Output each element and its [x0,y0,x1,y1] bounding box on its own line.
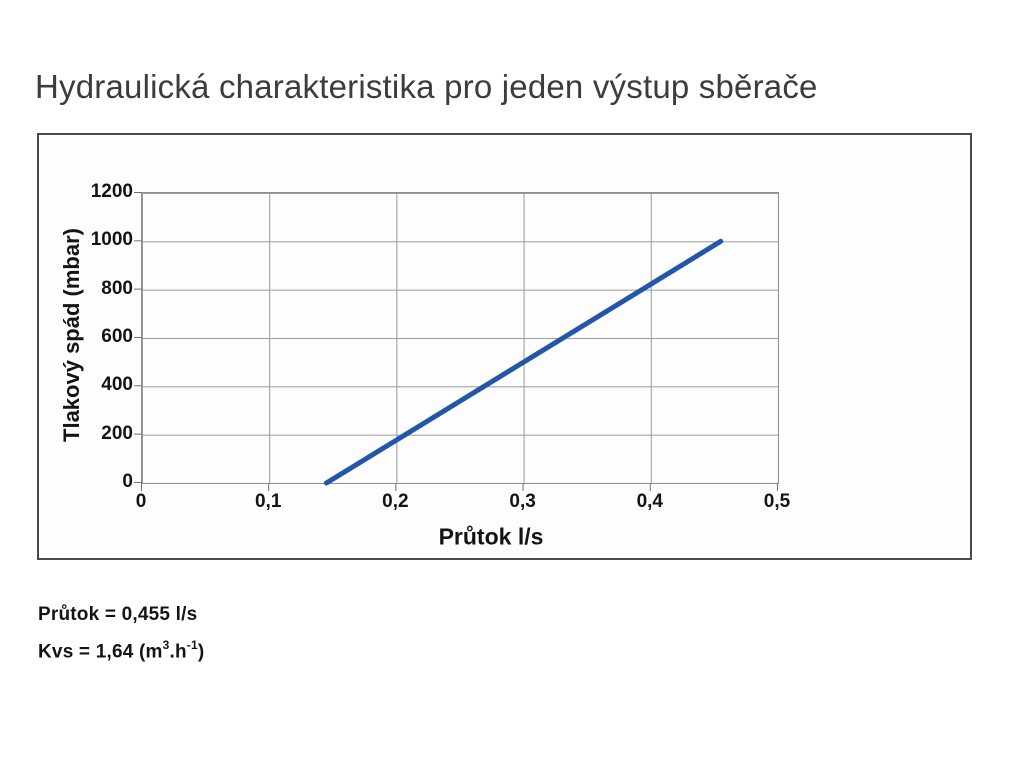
series-line-chart [323,238,724,486]
y-tick-label-800: 800 [101,277,133,299]
x-tick-label-0-4: 0,4 [636,491,664,512]
x-tick-label-0-2: 0,2 [382,491,409,512]
x-tick-label-0-1: 0,1 [254,491,282,512]
kvs-annotation: Kvs = 1,64 (m3.h-1) [38,638,205,663]
y-axis-tick-marks [134,192,142,484]
y-tick-label-200: 200 [101,422,133,444]
page-title: Hydraulická charakteristika pro jeden vý… [35,68,818,105]
y-tick-label-0: 0 [122,471,133,492]
kvs-annotation-mid: .h [169,641,187,663]
flow-annotation-text: Průtok = 0,455 l/s [38,604,198,625]
flow-annotation: Průtok = 0,455 l/s [38,604,204,626]
kvs-sup-cubed: 3 [162,638,170,652]
kvs-sup-inverse: -1 [186,638,198,652]
y-tick-label-1200: 1200 [90,181,133,202]
x-axis-tick-marks [141,483,779,491]
kvs-annotation-end: ) [197,641,205,663]
x-tick-label-0: 0 [135,491,147,512]
x-axis-title: Průtok l/s [438,523,544,550]
chart-notes: Průtok = 0,455 l/s Kvs = 1,64 (m3.h-1) [38,604,204,676]
y-tick-label-400: 400 [101,374,133,396]
chart-frame: Tlakový spád (mbar) 1200 1000 800 600 40… [37,133,972,560]
y-tick-label-1000: 1000 [90,229,133,251]
plot-area [134,192,779,491]
x-tick-label-0-5: 0,5 [763,491,791,512]
kvs-annotation-text: Kvs = 1,64 (m [38,641,163,663]
x-tick-label-0-3: 0,3 [509,491,536,512]
y-tick-label-600: 600 [101,326,133,347]
